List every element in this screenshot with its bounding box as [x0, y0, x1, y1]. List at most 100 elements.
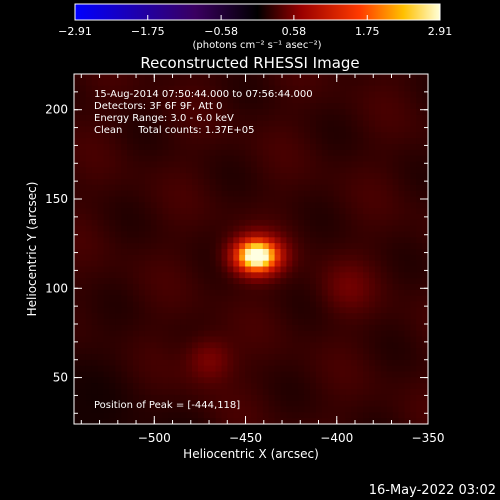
heatmap-cell: [103, 138, 110, 145]
heatmap-cell: [304, 272, 311, 279]
heatmap-cell: [91, 406, 99, 413]
heatmap-cell: [321, 231, 329, 238]
heatmap-cell: [410, 120, 417, 128]
heatmap-cell: [150, 400, 158, 408]
heatmap-cell: [233, 342, 240, 349]
heatmap-cell: [339, 126, 346, 133]
heatmap-cell: [298, 348, 305, 355]
heatmap-cell: [97, 74, 105, 81]
heatmap-cell: [386, 144, 394, 151]
heatmap-cell: [292, 383, 299, 390]
heatmap-cell: [227, 301, 234, 308]
heatmap-cell: [380, 144, 388, 151]
heatmap-cell: [115, 394, 122, 402]
heatmap-cell: [268, 289, 276, 297]
heatmap-cell: [162, 103, 169, 110]
heatmap-cell: [422, 196, 429, 203]
heatmap-cell: [256, 190, 264, 198]
heatmap-cell: [121, 342, 128, 349]
heatmap-cell: [315, 161, 323, 168]
heatmap-cell: [363, 114, 370, 122]
colorbar-gradient: [74, 3, 441, 21]
heatmap-cell: [410, 295, 417, 303]
heatmap-cell: [339, 91, 346, 98]
heatmap-cell: [280, 284, 287, 291]
heatmap-cell: [286, 354, 293, 361]
heatmap-cell: [268, 231, 276, 238]
heatmap-cell: [268, 161, 276, 168]
heatmap-cell: [374, 412, 382, 419]
heatmap-cell: [357, 144, 364, 151]
heatmap-cell: [127, 149, 134, 157]
heatmap-cell: [79, 214, 87, 221]
heatmap-cell: [327, 97, 335, 104]
heatmap-cell: [251, 231, 258, 238]
heatmap-cell: [363, 202, 370, 209]
heatmap-cell: [374, 383, 382, 390]
heatmap-cell: [174, 295, 181, 303]
heatmap-cell: [298, 231, 305, 238]
heatmap-cell: [245, 342, 252, 349]
heatmap-cell: [239, 149, 246, 157]
heatmap-cell: [203, 237, 211, 244]
heatmap-cell: [410, 184, 417, 192]
heatmap-cell: [262, 400, 270, 408]
heatmap-cell: [410, 208, 417, 215]
heatmap-cell: [144, 272, 152, 279]
heatmap-cell: [274, 109, 282, 116]
heatmap-cell: [91, 109, 99, 116]
heatmap-cell: [404, 289, 411, 297]
heatmap-cell: [133, 91, 140, 98]
heatmap-cell: [192, 278, 199, 285]
heatmap-cell: [298, 249, 305, 256]
heatmap-cell: [386, 319, 394, 326]
heatmap-cell: [298, 342, 305, 349]
heatmap-cell: [327, 243, 335, 250]
heatmap-cell: [186, 97, 193, 104]
heatmap-cell: [150, 284, 158, 291]
heatmap-cell: [91, 272, 99, 279]
heatmap-cell: [186, 149, 193, 157]
heatmap-cell: [115, 249, 122, 256]
heatmap-cell: [168, 231, 175, 238]
heatmap-cell: [109, 173, 116, 180]
heatmap-cell: [227, 307, 234, 314]
heatmap-cell: [168, 389, 175, 396]
heatmap-cell: [156, 208, 164, 215]
heatmap-cell: [392, 103, 400, 110]
heatmap-cell: [386, 266, 394, 273]
heatmap-cell: [85, 348, 93, 355]
heatmap-cell: [168, 114, 175, 122]
heatmap-cell: [345, 184, 352, 192]
heatmap-cell: [103, 359, 110, 367]
heatmap-cell: [339, 254, 346, 262]
heatmap-cell: [192, 103, 199, 110]
heatmap-cell: [174, 394, 181, 402]
heatmap-cell: [192, 412, 199, 419]
heatmap-cell: [274, 190, 282, 198]
heatmap-cell: [91, 266, 99, 273]
heatmap-cell: [410, 354, 417, 361]
heatmap-cell: [109, 103, 116, 110]
heatmap-cell: [115, 85, 122, 93]
heatmap-cell: [162, 237, 169, 244]
heatmap-cell: [262, 319, 270, 326]
heatmap-cell: [144, 348, 152, 355]
heatmap-cell: [351, 371, 358, 378]
heatmap-cell: [186, 354, 193, 361]
heatmap-cell: [310, 85, 317, 93]
heatmap-cell: [410, 155, 417, 163]
heatmap-cell: [162, 149, 169, 157]
heatmap-cell: [286, 155, 293, 163]
heatmap-cell: [97, 406, 105, 413]
heatmap-cell: [168, 144, 175, 151]
heatmap-cell: [174, 79, 181, 87]
heatmap-cell: [133, 324, 140, 332]
heatmap-cell: [233, 313, 240, 320]
heatmap-cell: [168, 120, 175, 128]
heatmap-cell: [197, 109, 205, 116]
heatmap-cell: [256, 383, 264, 390]
heatmap-cell: [327, 348, 335, 355]
heatmap-cell: [79, 132, 87, 139]
heatmap-cell: [174, 260, 181, 268]
